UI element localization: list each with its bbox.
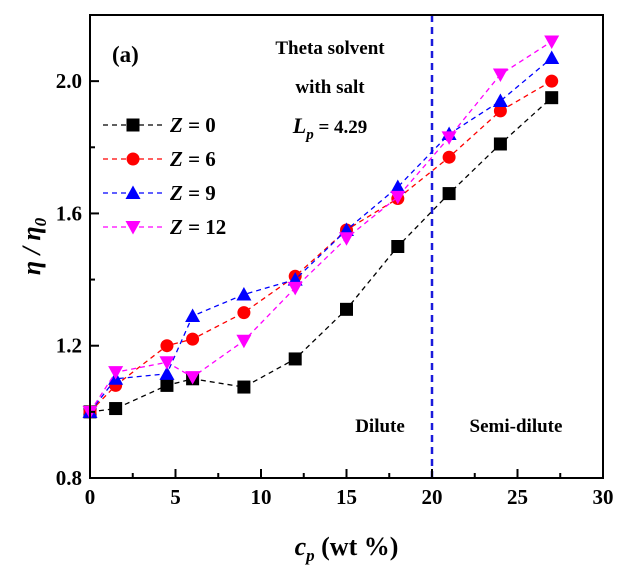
data-point [185,371,201,385]
legend-value: = 9 [183,181,216,205]
lp-value: = 4.29 [314,117,368,138]
data-point [287,281,303,296]
data-point [160,339,174,353]
legend-label: Z = 6 [169,147,216,171]
legend-label: Z = 9 [169,181,216,205]
y-tick-label: 0.8 [56,466,82,490]
x-axis-symbol: c [295,532,307,561]
data-point [236,286,252,301]
annotation-with-salt: with salt [295,77,365,98]
region-label-semidilute: Semi-dilute [470,416,563,437]
x-axis-title: cp (wt %) [295,532,399,565]
data-point [545,74,559,88]
series-0 [83,91,559,419]
data-point [492,68,508,83]
x-tick-label: 5 [170,485,181,509]
data-point [544,35,560,49]
legend-symbol: Z [169,215,183,239]
legend-label: Z = 12 [169,215,226,239]
data-point [339,232,354,246]
x-tick-label: 10 [251,485,272,509]
data-point [186,332,200,346]
y-tick-label: 1.2 [56,334,82,358]
data-point [159,366,175,380]
legend-entry: Z = 0 [103,113,216,137]
series-2 [82,50,560,418]
series-layer [82,35,560,420]
data-point [545,91,559,105]
y-axis-subscript: 0 [31,217,50,226]
legend-symbol: Z [169,113,183,137]
data-point [391,240,405,253]
legend-marker [126,152,140,166]
data-point [493,137,507,151]
y-tick-label: 1.6 [56,201,82,225]
data-point [442,150,456,164]
y-axis-symbol: η / η [17,226,46,275]
data-point [492,93,508,107]
legend-entry: Z = 9 [103,181,216,205]
data-point [390,190,406,205]
data-point [237,306,251,320]
data-point [185,308,201,322]
data-point [236,334,252,349]
legend-symbol: Z [169,147,183,171]
legend-symbol: Z [169,181,183,205]
panel-label: (a) [112,42,139,67]
legend-value: = 12 [183,215,226,239]
series-line [89,57,553,413]
data-point [544,50,560,64]
lp-symbol: L [292,113,306,138]
x-tick-label: 25 [507,485,528,509]
data-point [159,356,175,370]
data-point [108,366,124,380]
x-axis-unit: (wt %) [315,532,399,561]
legend-value: = 6 [183,147,216,171]
legend-value: = 0 [183,113,216,137]
region-label-dilute: Dilute [355,416,405,437]
data-point [288,352,302,366]
x-tick-label: 30 [593,485,614,509]
y-tick-label: 2.0 [56,69,82,93]
legend-label: Z = 0 [169,113,216,137]
data-point [441,131,457,145]
data-point [390,179,406,193]
x-tick-label: 20 [422,485,443,509]
annotation-persistence-length: Lp = 4.29 [292,113,368,143]
data-point [109,402,123,416]
data-point [442,187,456,201]
x-tick-label: 0 [85,485,96,509]
series-3 [82,35,560,420]
y-axis-title: η / η0 [17,217,50,275]
annotation-theta-solvent: Theta solvent [275,38,385,59]
legend-marker [125,221,141,235]
x-axis-subscript: p [304,546,315,565]
legend: Z = 0Z = 6Z = 9Z = 12 [103,113,226,239]
x-tick-label: 15 [336,485,357,509]
data-point [493,104,507,118]
legend-entry: Z = 6 [103,147,216,171]
ticks-layer: 0 5 10 15 20 25 30 0.8 1.2 1.6 2.0 [56,14,614,509]
legend-marker [125,185,141,199]
data-point [340,302,353,316]
data-point [237,380,251,394]
legend-marker [126,118,140,132]
data-point [160,378,174,392]
legend-entry: Z = 12 [103,215,226,239]
lp-subscript: p [304,127,314,143]
